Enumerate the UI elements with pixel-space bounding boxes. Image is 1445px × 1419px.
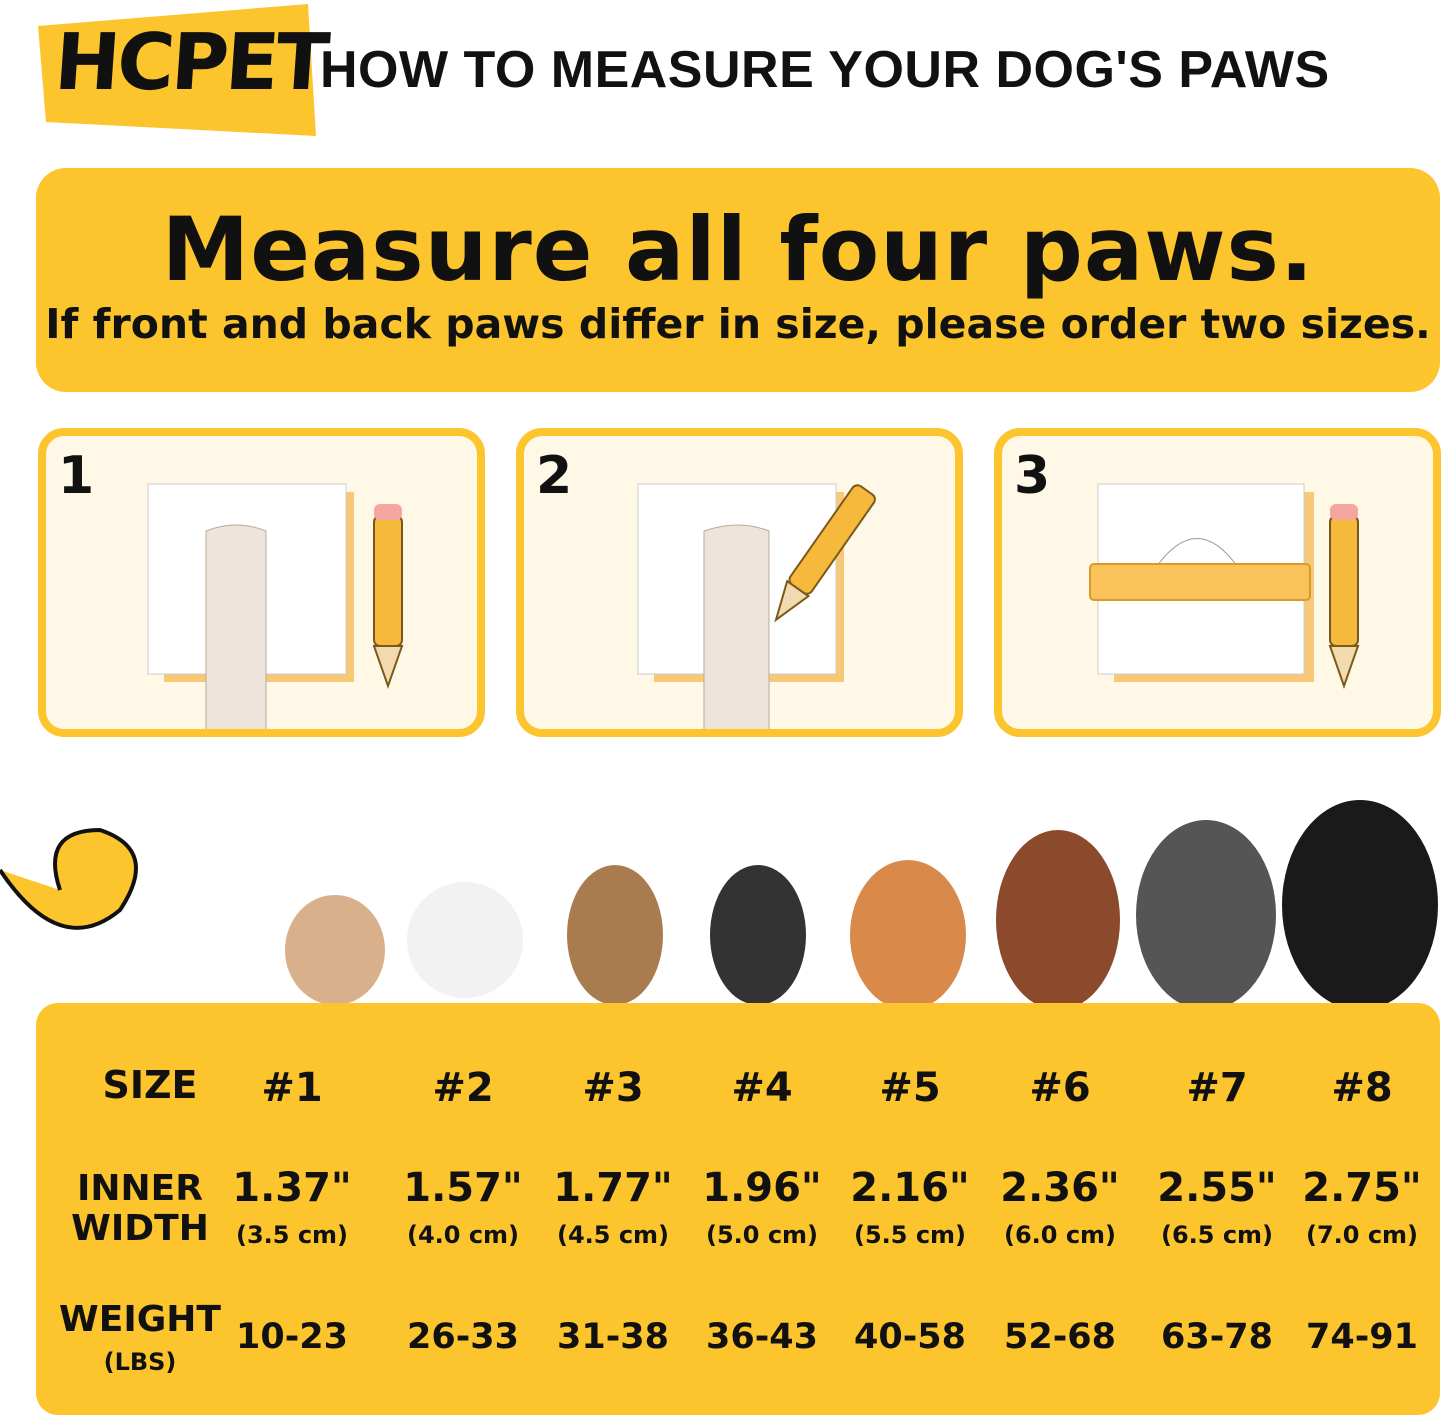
- size-value: #2: [432, 1065, 494, 1111]
- weight-range: 40-58: [854, 1317, 966, 1357]
- step-2-panel: 2: [516, 428, 963, 737]
- dog-chihuahua: [285, 895, 385, 1005]
- paw-swoosh-decoration: [0, 827, 138, 930]
- instruction-banner: Measure all four paws. If front and back…: [36, 168, 1440, 392]
- dog-australian-shepherd: [996, 830, 1120, 1005]
- weight-range: 10-23: [236, 1317, 348, 1357]
- pencil-icon: [372, 504, 404, 690]
- pencil-icon: [1328, 504, 1360, 690]
- weight-range: 74-91: [1306, 1317, 1418, 1357]
- size-chart-table: SIZE INNER WIDTH WEIGHT (LBS) #1 1.37" (3.5 …: [36, 1003, 1440, 1415]
- headline: HOW TO MEASURE YOUR DOG'S PAWS: [320, 41, 1330, 99]
- logo-badge: [38, 4, 316, 136]
- size-value: #8: [1331, 1065, 1393, 1111]
- weight-label: WEIGHT (LBS): [59, 1299, 221, 1376]
- paw-on-paper-illustration: [147, 483, 404, 729]
- dog-rottweiler: [1282, 800, 1438, 1005]
- size-value: #6: [1029, 1065, 1091, 1111]
- size-value: #7: [1186, 1065, 1248, 1111]
- size-value: #4: [731, 1065, 793, 1111]
- banner-title: Measure all four paws.: [161, 198, 1315, 301]
- inner-width-cm: (4.5 cm): [556, 1221, 670, 1249]
- inner-width-inches: 1.37": [232, 1165, 352, 1211]
- inner-width-inches: 2.16": [850, 1165, 970, 1211]
- weight-range: 31-38: [557, 1317, 669, 1357]
- inner-width-cm: (6.0 cm): [1003, 1221, 1117, 1249]
- step-number: 1: [58, 446, 95, 506]
- size-value: #5: [879, 1065, 941, 1111]
- dog-bichon: [407, 882, 523, 998]
- dog-shiba: [850, 860, 966, 1005]
- size-value: #3: [582, 1065, 644, 1111]
- inner-width-label: INNER WIDTH: [71, 1168, 209, 1249]
- banner-subtitle: If front and back paws differ in size, p…: [45, 300, 1431, 348]
- inner-width-inches: 1.57": [403, 1165, 523, 1211]
- weight-range: 63-78: [1161, 1317, 1273, 1357]
- weight-range: 52-68: [1004, 1317, 1116, 1357]
- weight-range: 26-33: [407, 1317, 519, 1357]
- ruler-measure-illustration: [1089, 483, 1360, 690]
- inner-width-inches: 2.75": [1302, 1165, 1422, 1211]
- size-value: #1: [261, 1065, 323, 1111]
- size-label: SIZE: [102, 1063, 198, 1107]
- inner-width-cm: (5.5 cm): [853, 1221, 967, 1249]
- ruler-icon: [1089, 563, 1311, 601]
- step-number: 3: [1014, 446, 1051, 506]
- trace-paw-illustration: [637, 483, 876, 729]
- inner-width-cm: (5.0 cm): [705, 1221, 819, 1249]
- inner-width-inches: 2.55": [1157, 1165, 1277, 1211]
- dog-schnauzer: [710, 865, 806, 1005]
- inner-width-inches: 2.36": [1000, 1165, 1120, 1211]
- weight-range: 36-43: [706, 1317, 818, 1357]
- pencil-icon: [774, 484, 876, 623]
- dog-yorkie: [567, 865, 663, 1005]
- inner-width-inches: 1.96": [702, 1165, 822, 1211]
- inner-width-cm: (4.0 cm): [406, 1221, 520, 1249]
- inner-width-cm: (3.5 cm): [235, 1221, 349, 1249]
- dog-breeds-row: [0, 800, 1438, 1005]
- inner-width-cm: (7.0 cm): [1305, 1221, 1419, 1249]
- step-number: 2: [536, 446, 573, 506]
- inner-width-cm: (6.5 cm): [1160, 1221, 1274, 1249]
- inner-width-inches: 1.77": [553, 1165, 673, 1211]
- step-3-panel: 3: [994, 428, 1441, 737]
- brand-logo: HCPET: [51, 18, 330, 108]
- step-1-panel: 1: [38, 428, 485, 737]
- dog-husky: [1136, 820, 1276, 1005]
